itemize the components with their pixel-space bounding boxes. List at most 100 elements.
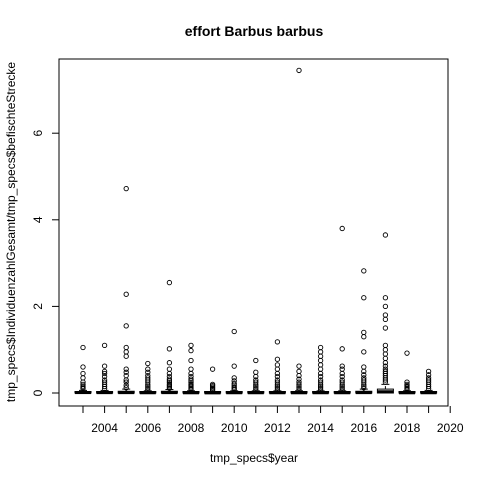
- outlier-point: [317, 377, 324, 383]
- outlier-point: [253, 377, 259, 383]
- box-2015: [333, 225, 351, 395]
- box-2009: [204, 366, 222, 395]
- outlier-point: [339, 370, 345, 377]
- outlier-point: [123, 385, 129, 391]
- box-2013: [290, 67, 308, 395]
- outlier-point: [317, 383, 324, 389]
- outlier-point: [382, 325, 389, 331]
- outlier-point: [339, 377, 345, 383]
- outlier-point: [361, 268, 367, 274]
- box-series: [74, 67, 438, 395]
- x-tick-label: 2008: [178, 421, 205, 435]
- outlier-point: [404, 381, 410, 387]
- outlier-point: [145, 373, 151, 379]
- outlier-point: [145, 375, 151, 381]
- outlier-point: [123, 323, 129, 329]
- outlier-point: [382, 355, 389, 362]
- box-2019: [420, 368, 438, 395]
- x-axis: 2004 2006 2008 2010 2012 2014 2016 2018 2020: [82, 406, 464, 435]
- outlier-point: [361, 372, 367, 378]
- outlier-point: [274, 362, 281, 368]
- x-tick-label: 2010: [221, 421, 248, 435]
- outlier-point: [404, 379, 410, 385]
- outlier-point: [166, 381, 173, 387]
- outlier-point: [123, 353, 129, 359]
- outlier-point: [101, 373, 108, 380]
- outlier-point: [274, 385, 281, 391]
- outlier-point: [101, 377, 108, 383]
- outlier-point: [188, 347, 194, 354]
- outlier-point: [317, 362, 324, 368]
- outlier-point: [317, 344, 324, 351]
- outlier-point: [231, 380, 237, 387]
- outlier-point: [80, 381, 86, 387]
- outlier-point: [382, 366, 389, 372]
- y-tick-label: 6: [31, 130, 45, 137]
- box-2014: [312, 344, 330, 395]
- outlier-point: [339, 385, 345, 391]
- outlier-point: [317, 386, 324, 393]
- outlier-point: [123, 373, 129, 379]
- outlier-point: [296, 381, 302, 387]
- outlier-point: [188, 357, 194, 364]
- outlier-point: [339, 366, 345, 372]
- outlier-point: [166, 376, 173, 382]
- y-tick-label: 2: [31, 303, 45, 310]
- outlier-point: [382, 303, 389, 310]
- outlier-point: [274, 339, 281, 345]
- outlier-point: [382, 347, 389, 353]
- x-tick-label: 2012: [264, 421, 291, 435]
- outlier-point: [382, 316, 389, 323]
- outlier-point: [317, 373, 324, 380]
- outlier-point: [425, 368, 432, 374]
- outlier-point: [253, 383, 259, 389]
- outlier-point: [361, 375, 367, 381]
- outlier-point: [382, 351, 389, 357]
- outlier-point: [361, 295, 367, 301]
- outlier-point: [231, 375, 237, 381]
- box-2018: [398, 350, 416, 395]
- outlier-point: [317, 357, 324, 364]
- outlier-point: [317, 379, 324, 385]
- outlier-point: [188, 370, 194, 377]
- y-tick-label: 0: [31, 389, 45, 396]
- outlier-point: [145, 383, 151, 389]
- outlier-point: [166, 366, 173, 372]
- outlier-point: [253, 386, 259, 393]
- outlier-point: [231, 328, 237, 335]
- box-2004: [96, 342, 114, 395]
- outlier-point: [231, 363, 237, 369]
- outlier-point: [361, 385, 367, 391]
- outlier-point: [339, 225, 345, 232]
- outlier-point: [382, 368, 389, 374]
- outlier-point: [361, 349, 367, 355]
- box-2012: [268, 339, 286, 395]
- outlier-point: [274, 370, 281, 377]
- box-2007: [160, 279, 178, 395]
- outlier-point: [101, 368, 108, 374]
- outlier-point: [274, 379, 281, 385]
- plot-frame: [58, 58, 449, 407]
- outlier-point: [317, 353, 324, 359]
- outlier-point: [425, 372, 432, 378]
- outlier-point: [339, 363, 345, 369]
- outlier-point: [209, 381, 216, 387]
- outlier-point: [339, 373, 345, 380]
- outlier-point: [188, 376, 194, 382]
- outlier-point: [274, 386, 281, 393]
- outlier-point: [166, 379, 173, 386]
- outlier-point: [382, 295, 389, 301]
- outlier-point: [296, 379, 302, 385]
- outlier-point: [209, 366, 216, 372]
- y-axis-label: tmp_specs$IndividuenzahlGesamt/tmp_specs…: [4, 62, 18, 403]
- outlier-point: [80, 344, 86, 351]
- outlier-point: [404, 350, 410, 356]
- outlier-point: [188, 342, 194, 349]
- outlier-point: [382, 312, 389, 318]
- outlier-point: [296, 363, 302, 369]
- outlier-point: [317, 366, 324, 372]
- outlier-point: [123, 185, 129, 192]
- outlier-point: [317, 385, 324, 391]
- outlier-point: [296, 383, 302, 389]
